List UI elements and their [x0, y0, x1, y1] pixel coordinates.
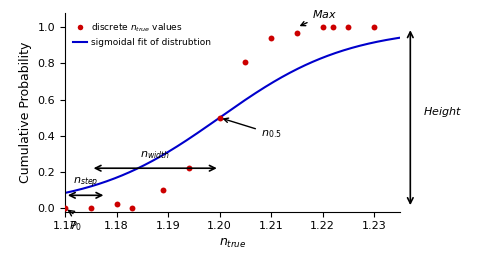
- Text: $P_0$: $P_0$: [69, 220, 82, 233]
- Point: [61, 206, 69, 210]
- Point: [293, 31, 301, 35]
- Point: [242, 60, 250, 64]
- Point: [112, 202, 120, 206]
- Text: $n_{width}$: $n_{width}$: [140, 149, 170, 161]
- Point: [344, 25, 352, 29]
- Text: $Max$: $Max$: [301, 8, 338, 26]
- Point: [318, 25, 326, 29]
- Y-axis label: Cumulative Probability: Cumulative Probability: [19, 42, 32, 183]
- Text: $n_{step}$: $n_{step}$: [73, 175, 98, 190]
- Point: [159, 188, 167, 192]
- Point: [216, 116, 224, 120]
- Legend: discrete $n_{true}$ values, sigmoidal fit of distrubtion: discrete $n_{true}$ values, sigmoidal fi…: [70, 17, 215, 51]
- Text: $Height$: $Height$: [424, 105, 463, 119]
- Point: [87, 206, 95, 210]
- Text: $n_{0.5}$: $n_{0.5}$: [224, 118, 281, 140]
- Point: [370, 25, 378, 29]
- X-axis label: $n_{true}$: $n_{true}$: [219, 237, 246, 250]
- Point: [184, 166, 192, 170]
- Point: [267, 36, 275, 40]
- Point: [128, 206, 136, 210]
- Point: [329, 25, 337, 29]
